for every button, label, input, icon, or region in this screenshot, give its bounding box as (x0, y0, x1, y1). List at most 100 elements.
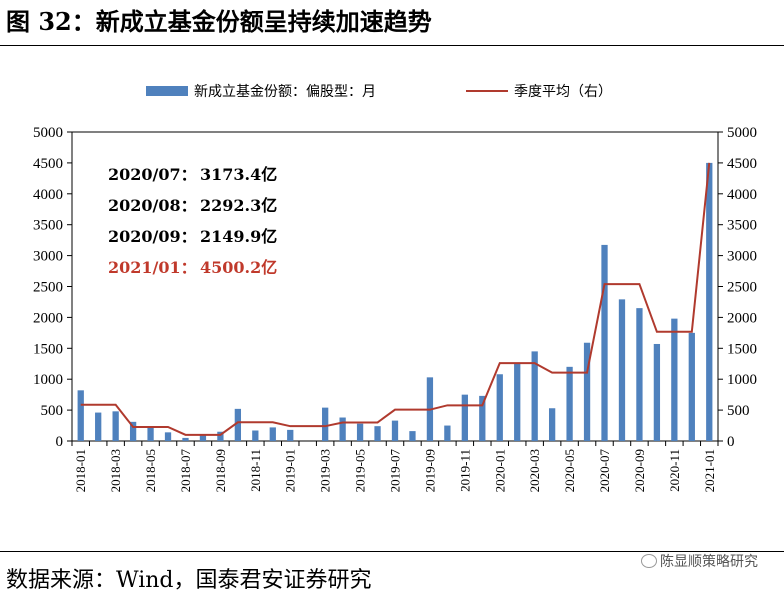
bar (95, 412, 102, 441)
y-left-tick-label: 3000 (33, 249, 63, 265)
x-tick-label: 2019-09 (422, 449, 437, 492)
bar (112, 411, 119, 441)
bar (287, 429, 294, 441)
y-left-tick-label: 2000 (33, 310, 63, 326)
x-tick-label: 2019-01 (283, 449, 298, 492)
annotation-label: 2020/07： (108, 165, 197, 184)
y-right-tick-label: 4500 (727, 156, 757, 172)
bar (129, 421, 137, 441)
annotation-value: 2292.3亿 (200, 196, 277, 215)
bar (688, 332, 695, 441)
x-tick-label: 2020-09 (632, 449, 647, 492)
x-tick-label: 2018-11 (248, 449, 263, 492)
chart: 新成立基金份额：偏股型：月 季度平均（右） 0 0 500 500 1000 1000 15… (33, 83, 757, 492)
bar (461, 394, 468, 441)
bar (479, 395, 486, 441)
x-tick-label: 2018-01 (73, 449, 88, 492)
bar (234, 408, 242, 441)
top-divider (0, 45, 784, 46)
legend-line-label: 季度平均（右） (514, 84, 612, 100)
x-tick-label: 2021-01 (702, 449, 717, 492)
y-right-tick-label: 1500 (727, 341, 757, 357)
bar (409, 431, 416, 441)
bar (566, 366, 573, 441)
bar (548, 408, 556, 441)
x-tick-label: 2019-05 (353, 449, 368, 492)
y-right-tick-label: 0 (727, 434, 735, 450)
annotation-value: 2149.9亿 (200, 227, 277, 246)
bar (252, 430, 259, 441)
y-left-tick-label: 5000 (33, 125, 63, 141)
bar (531, 351, 538, 441)
bar (496, 374, 503, 441)
x-tick-label: 2020-03 (527, 449, 542, 492)
y-left-tick-label: 3500 (33, 218, 63, 234)
bar (217, 431, 224, 441)
watermark-text: 陈显顺策略研究 (660, 554, 758, 570)
y-right-tick-label: 1000 (727, 372, 757, 388)
bar (147, 426, 154, 441)
bar (706, 162, 713, 441)
annotation-value: 4500.2亿 (200, 258, 277, 277)
annotation-label: 2021/01： (108, 258, 197, 277)
annotation-label: 2020/08： (108, 196, 197, 215)
x-tick-label: 2018-05 (143, 449, 158, 492)
source-note: 数据来源：Wind，国泰君安证券研究 (6, 568, 372, 593)
bottom-divider (0, 551, 784, 552)
bar (391, 420, 399, 441)
y-right-tick-label: 3500 (727, 218, 757, 234)
y-left-tick-label: 4000 (33, 187, 63, 203)
bar (583, 342, 591, 441)
x-tick-label: 2020-01 (492, 449, 507, 492)
bar (356, 423, 364, 441)
y-left-tick-label: 1000 (33, 372, 63, 388)
line-series (80, 162, 711, 436)
bar (339, 417, 346, 441)
y-left-tick-label: 1500 (33, 341, 63, 357)
bar (444, 425, 451, 441)
bar (514, 363, 521, 441)
bar (164, 432, 172, 441)
x-tick-label: 2020-07 (597, 449, 612, 493)
bar (601, 244, 608, 441)
x-tick-label: 2018-07 (178, 449, 193, 493)
y-right-tick-label: 500 (727, 403, 750, 419)
bar (182, 437, 189, 441)
y-right-tick-label: 3000 (727, 249, 757, 265)
bar (269, 427, 276, 441)
x-tick-label: 2018-03 (108, 449, 123, 492)
bar-series (77, 162, 713, 441)
quarterly-average-line (80, 162, 711, 436)
legend-bar-label: 新成立基金份额：偏股型：月 (194, 83, 376, 100)
bar (636, 308, 643, 441)
y-right-tick-label: 2000 (727, 310, 757, 326)
y-left-tick-label: 2500 (33, 280, 63, 296)
chart-title: 图 32：新成立基金份额呈持续加速趋势 (6, 7, 432, 36)
axes: 0 0 500 500 1000 1000 1500 1500 2000 2000 2500 2500… (33, 125, 757, 492)
x-tick-label: 2019-07 (388, 449, 403, 493)
bar (77, 390, 84, 441)
watermark: 陈显顺策略研究 (641, 551, 758, 571)
x-tick-label: 2020-05 (562, 449, 577, 492)
legend: 新成立基金份额：偏股型：月 季度平均（右） (146, 83, 612, 100)
annotation-value: 3173.4亿 (200, 165, 277, 184)
y-right-tick-label: 4000 (727, 187, 757, 203)
bar (671, 318, 678, 441)
wechat-icon (641, 554, 657, 568)
legend-bar-swatch (146, 86, 188, 96)
bar (653, 343, 661, 441)
y-left-tick-label: 0 (56, 434, 64, 450)
bar (199, 434, 207, 441)
annotation-label: 2020/09： (108, 227, 197, 246)
y-left-tick-label: 4500 (33, 156, 63, 172)
x-tick-label: 2020-11 (667, 449, 682, 492)
x-tick-label: 2019-11 (457, 449, 472, 492)
y-left-tick-label: 500 (41, 403, 64, 419)
bar (322, 407, 329, 441)
bar (374, 426, 381, 441)
x-tick-label: 2019-03 (318, 449, 333, 492)
y-right-tick-label: 5000 (727, 125, 757, 141)
y-right-tick-label: 2500 (727, 280, 757, 296)
bar (618, 299, 626, 441)
